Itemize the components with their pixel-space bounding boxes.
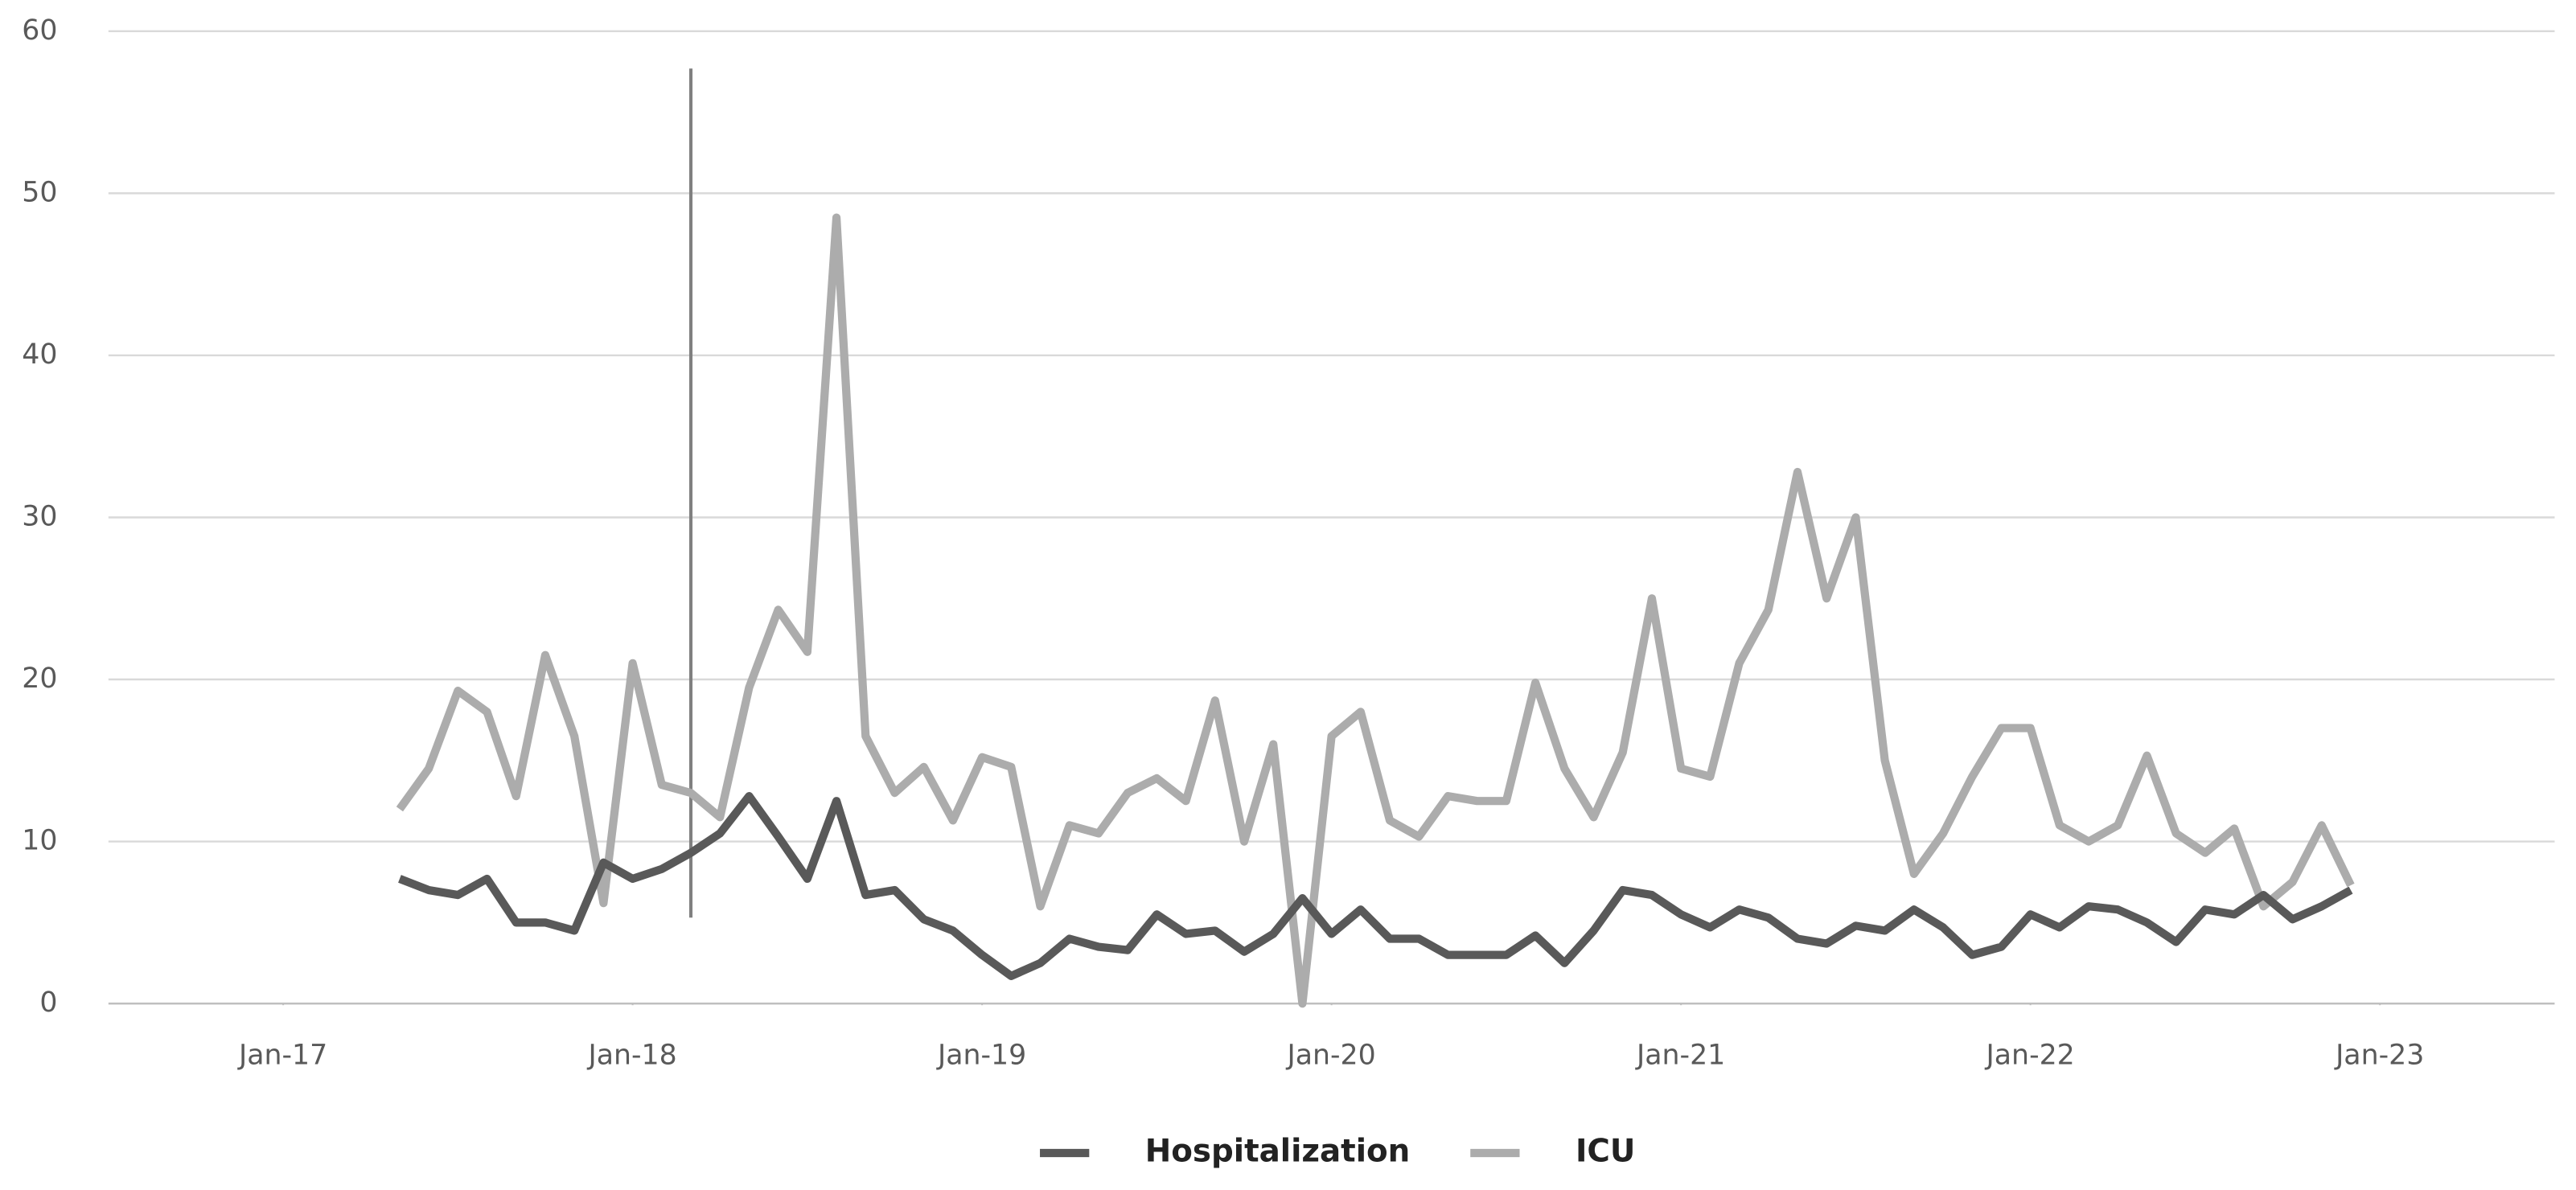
y-tick-label: 0 [39,987,57,1019]
y-tick-label: 50 [22,176,57,208]
y-tick-label: 60 [22,14,57,47]
series-line [396,213,2355,1008]
x-tick-label: Jan-23 [2334,1039,2424,1071]
x-tick-label: Jan-18 [586,1039,676,1071]
y-tick-label: 30 [22,500,57,532]
legend-label: Hospitalization [1145,1134,1411,1170]
x-tick-label: Jan-20 [1286,1039,1376,1071]
x-tick-label: Jan-21 [1635,1039,1725,1071]
y-tick-label: 40 [22,339,57,371]
legend-label: ICU [1576,1134,1635,1170]
x-tick-label: Jan-22 [1985,1039,2075,1071]
x-tick-label: Jan-19 [936,1039,1026,1071]
x-tick-label: Jan-17 [237,1039,327,1071]
y-tick-label: 10 [22,825,57,857]
y-tick-label: 20 [22,663,57,695]
series-line [398,792,2353,980]
